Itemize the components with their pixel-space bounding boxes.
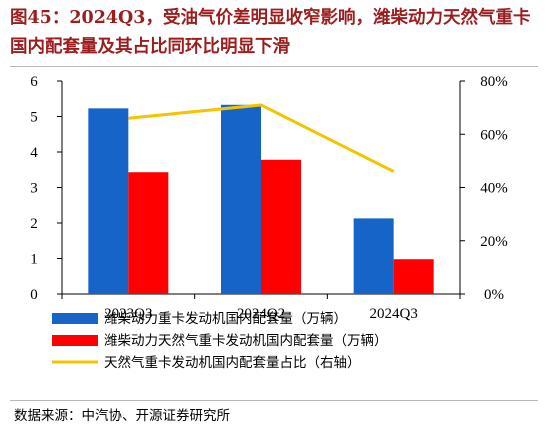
y-tick-label-right: 0% xyxy=(484,287,504,303)
y-tick-label-right: 80% xyxy=(480,74,508,90)
y-tick-label-right: 60% xyxy=(480,127,508,143)
y-tick-label-left: 0 xyxy=(30,287,38,303)
legend-swatch-bar xyxy=(52,313,98,324)
y-tick-label-left: 4 xyxy=(30,145,38,161)
chart-line xyxy=(128,103,395,173)
title-divider xyxy=(10,66,538,67)
bar-weichai-natural-gas xyxy=(393,259,434,294)
x-tick-label: 2024Q3 xyxy=(369,306,417,322)
source-note: 数据来源：中汽协、开源证券研究所 xyxy=(14,408,230,424)
bar-weichai-natural-gas xyxy=(261,159,301,294)
chart-bars xyxy=(88,104,434,295)
x-tick-label: 2023Q3 xyxy=(104,306,152,322)
y-tick-label-left: 5 xyxy=(30,110,38,126)
y-tick-label-right: 40% xyxy=(480,181,508,197)
x-tick-label: 2024Q2 xyxy=(237,306,285,322)
legend-label: 潍柴动力重卡发动机国内配套量（万辆） xyxy=(104,311,347,327)
bar-weichai-heavy-truck xyxy=(88,108,129,295)
bar-weichai-heavy-truck xyxy=(353,218,394,294)
chart-legend: 潍柴动力重卡发动机国内配套量（万辆） 潍柴动力天然气重卡发动机国内配套量（万辆） 天… xyxy=(52,311,388,371)
line-natural-gas-share xyxy=(128,103,395,173)
y-tick-label-left: 1 xyxy=(30,252,38,268)
chart-title: 图45：2024Q3，受油气价差明显收窄影响，潍柴动力天然气重卡国内配套量及其占… xyxy=(10,8,531,57)
y-tick-label-right: 20% xyxy=(480,234,508,250)
legend-label: 潍柴动力天然气重卡发动机国内配套量（万辆） xyxy=(104,332,388,349)
source-divider xyxy=(10,400,538,401)
y-tick-label-left: 6 xyxy=(30,74,38,90)
y-tick-label-left: 3 xyxy=(30,181,38,197)
bar-weichai-natural-gas xyxy=(128,172,169,294)
bar-weichai-heavy-truck xyxy=(221,104,261,294)
y-tick-label-left: 2 xyxy=(30,216,38,232)
legend-swatch-bar xyxy=(52,335,98,346)
legend-label: 天然气重卡发动机国内配套量占比（右轴） xyxy=(104,354,361,371)
